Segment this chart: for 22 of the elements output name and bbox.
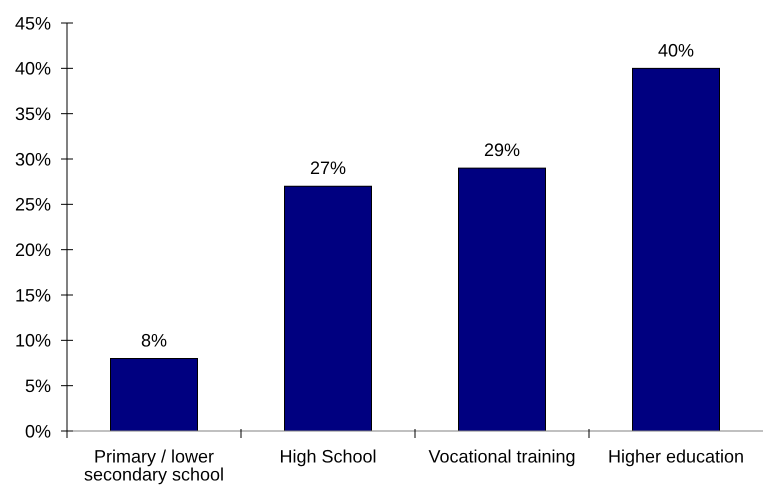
x-tick-label: High School: [279, 446, 377, 466]
y-tick-label: 15%: [14, 285, 51, 306]
data-label: 27%: [310, 158, 346, 178]
data-label: 8%: [140, 330, 168, 350]
y-tick-label: 25%: [14, 194, 51, 215]
y-tick-label: 20%: [14, 240, 51, 260]
bar: [110, 358, 198, 431]
bar: [284, 186, 372, 431]
y-tick-label: 35%: [14, 104, 51, 124]
bar: [458, 168, 546, 431]
x-tick-label: Higher education: [608, 446, 744, 466]
y-tick-label: 45%: [14, 13, 51, 34]
bar: [632, 68, 720, 431]
data-label: 29%: [484, 140, 520, 160]
y-tick-label: 10%: [14, 330, 51, 351]
y-tick-label: 40%: [14, 58, 51, 79]
x-tick-label: Vocational training: [428, 446, 576, 466]
data-label: 40%: [658, 40, 694, 60]
y-tick-label: 5%: [24, 376, 51, 396]
x-tick-label: Primary / lower secondary school: [84, 446, 224, 484]
y-tick-label: 0%: [24, 421, 51, 442]
y-tick-label: 30%: [14, 149, 51, 170]
